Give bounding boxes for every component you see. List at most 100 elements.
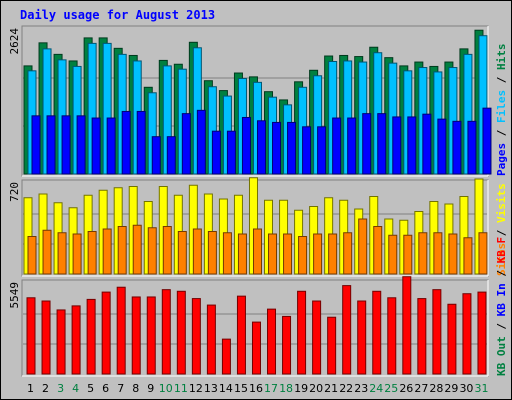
bar-kb-f-day-3 bbox=[56, 309, 66, 375]
bar-kb-f-day-10 bbox=[161, 289, 171, 375]
bar-pages-day-31 bbox=[482, 107, 492, 175]
day-label-20: 20 bbox=[309, 382, 323, 395]
bar-kb-f-day-16 bbox=[251, 321, 261, 375]
bar-pages-day-13 bbox=[211, 130, 221, 175]
bar-sites-day-3 bbox=[57, 232, 67, 275]
bar-kb-f-day-17 bbox=[267, 308, 277, 375]
bar-sites-day-10 bbox=[162, 226, 172, 275]
day-label-17: 17 bbox=[264, 382, 278, 395]
bar-pages-day-19 bbox=[302, 126, 312, 175]
day-label-10: 10 bbox=[159, 382, 173, 395]
bar-pages-day-23 bbox=[362, 113, 372, 175]
bar-sites-day-7 bbox=[117, 226, 127, 275]
bar-sites-day-12 bbox=[192, 228, 202, 275]
bar-sites-day-5 bbox=[87, 231, 97, 275]
day-label-16: 16 bbox=[249, 382, 263, 395]
day-label-9: 9 bbox=[147, 382, 154, 395]
bar-sites-day-11 bbox=[177, 231, 187, 275]
day-label-12: 12 bbox=[189, 382, 203, 395]
bar-pages-day-2 bbox=[46, 115, 56, 175]
day-label-25: 25 bbox=[384, 382, 398, 395]
bar-sites-day-2 bbox=[42, 229, 52, 275]
day-label-24: 24 bbox=[369, 382, 383, 395]
day-label-7: 7 bbox=[117, 382, 124, 395]
bar-pages-day-26 bbox=[407, 116, 417, 175]
day-label-23: 23 bbox=[354, 382, 368, 395]
bar-pages-day-24 bbox=[377, 113, 387, 175]
day-label-19: 19 bbox=[294, 382, 308, 395]
day-label-28: 28 bbox=[429, 382, 443, 395]
bar-pages-day-27 bbox=[422, 113, 432, 175]
bar-sites-day-24 bbox=[373, 226, 383, 275]
bar-pages-day-12 bbox=[196, 109, 206, 175]
bar-pages-day-1 bbox=[31, 115, 41, 175]
day-label-30: 30 bbox=[459, 382, 473, 395]
bar-kb-f-day-4 bbox=[71, 305, 81, 375]
bar-kb-f-day-12 bbox=[191, 298, 201, 375]
bar-kb-f-day-2 bbox=[41, 300, 51, 375]
bar-pages-day-17 bbox=[272, 121, 282, 175]
day-label-15: 15 bbox=[234, 382, 248, 395]
legend-item: KB Out bbox=[495, 336, 508, 376]
bar-kb-f-day-27 bbox=[417, 298, 427, 375]
bar-pages-day-3 bbox=[61, 115, 71, 175]
bar-sites-day-4 bbox=[72, 233, 82, 275]
bar-sites-day-16 bbox=[252, 228, 262, 275]
day-label-2: 2 bbox=[42, 382, 49, 395]
bar-sites-day-23 bbox=[358, 218, 368, 275]
bar-kb-f-day-5 bbox=[86, 298, 96, 375]
legend: Sites / Visits bbox=[495, 183, 508, 276]
bar-pages-day-10 bbox=[166, 136, 176, 175]
day-label-3: 3 bbox=[57, 382, 64, 395]
legend-item: KB F bbox=[495, 237, 508, 264]
bar-sites-day-6 bbox=[102, 228, 112, 275]
series-sites bbox=[27, 218, 488, 275]
bar-pages-day-30 bbox=[467, 120, 477, 175]
day-label-6: 6 bbox=[102, 382, 109, 395]
day-labels: 1 2 3 4 5 6 7 8 9 10 11 12 13 14 15 16 17 18 19 20 21 22 23 24 2… bbox=[27, 382, 488, 395]
legend-text: Pages / Files / Hits bbox=[495, 44, 508, 177]
bar-sites-day-26 bbox=[403, 234, 413, 275]
bar-pages-day-20 bbox=[317, 126, 327, 175]
bar-sites-day-1 bbox=[27, 236, 37, 275]
bar-sites-day-19 bbox=[298, 236, 308, 275]
y-max-label: 2624 bbox=[8, 28, 21, 55]
bar-sites-day-29 bbox=[448, 233, 458, 275]
day-label-14: 14 bbox=[219, 382, 233, 395]
day-label-31: 31 bbox=[474, 382, 488, 395]
series-pages bbox=[31, 107, 492, 175]
legend-item: KB In bbox=[495, 283, 508, 316]
day-label-26: 26 bbox=[399, 382, 413, 395]
bar-kb-f-day-26 bbox=[402, 276, 412, 375]
bar-kb-f-day-9 bbox=[146, 296, 156, 375]
panel-hits-files-pages: 2624 Pages / Files / Hits bbox=[8, 25, 508, 177]
y-max-label: 720 bbox=[8, 182, 21, 202]
bar-pages-day-22 bbox=[347, 117, 357, 175]
bar-pages-day-11 bbox=[181, 113, 191, 175]
bar-pages-day-21 bbox=[332, 117, 342, 175]
bar-pages-day-18 bbox=[287, 121, 297, 175]
day-label-27: 27 bbox=[414, 382, 428, 395]
bar-kb-f-day-25 bbox=[387, 297, 397, 375]
bar-sites-day-30 bbox=[463, 237, 473, 275]
day-label-21: 21 bbox=[324, 382, 338, 395]
bar-kb-f-day-18 bbox=[282, 315, 292, 375]
bar-kb-f-day-22 bbox=[342, 285, 352, 375]
day-label-13: 13 bbox=[204, 382, 218, 395]
bar-sites-day-25 bbox=[388, 234, 398, 275]
day-label-22: 22 bbox=[339, 382, 353, 395]
bar-kb-f-day-31 bbox=[477, 291, 487, 375]
bar-sites-day-18 bbox=[283, 233, 293, 275]
legend-separator: / bbox=[495, 316, 508, 336]
bar-sites-day-28 bbox=[433, 232, 443, 275]
bar-pages-day-7 bbox=[121, 110, 131, 175]
chart-panels: 2624 Pages / Files / Hits 720 Sites / Visit… bbox=[8, 25, 508, 377]
panel-kb-in-out-f: 5549 KB Out / KB In / KB F bbox=[8, 237, 508, 377]
series-kb-f bbox=[26, 276, 487, 375]
bar-sites-day-8 bbox=[132, 224, 142, 275]
bar-pages-day-4 bbox=[76, 115, 86, 175]
bar-sites-day-17 bbox=[268, 233, 278, 275]
bar-sites-day-20 bbox=[313, 233, 323, 275]
